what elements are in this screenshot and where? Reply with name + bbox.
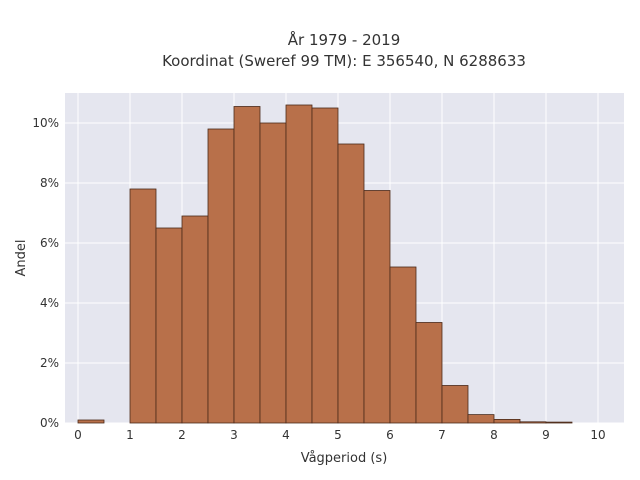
x-tick-label: 8 [490, 428, 498, 442]
x-tick-labels: 0 1 2 3 4 5 6 7 8 9 10 [74, 428, 605, 442]
histogram-bar [363, 190, 391, 424]
y-tick-label: 8% [40, 176, 59, 190]
histogram-bar [259, 122, 287, 424]
chart-title-line-1: År 1979 - 2019 [288, 30, 401, 49]
histogram-bar [545, 421, 573, 424]
histogram-bar [415, 322, 443, 424]
histogram-bar [207, 128, 235, 424]
histogram-bar [389, 266, 417, 424]
y-tick-label: 0% [40, 416, 59, 430]
y-tick-label: 4% [40, 296, 59, 310]
histogram-bar [233, 106, 261, 424]
histogram-bar [493, 418, 521, 424]
bars-group [77, 104, 573, 424]
y-tick-label: 10% [32, 116, 59, 130]
x-tick-label: 7 [438, 428, 446, 442]
histogram-bar [285, 104, 313, 424]
histogram-bar [519, 421, 547, 424]
histogram-bar [129, 188, 157, 424]
histogram-bar [467, 414, 495, 424]
x-axis-label: Vågperiod (s) [301, 451, 388, 466]
x-tick-label: 9 [542, 428, 550, 442]
histogram-bar [441, 385, 469, 424]
y-axis-label: Andel [14, 240, 29, 277]
x-tick-label: 4 [282, 428, 290, 442]
chart-title-line-2: Koordinat (Sweref 99 TM): E 356540, N 62… [162, 52, 526, 70]
x-tick-label: 0 [74, 428, 82, 442]
x-tick-label: 6 [386, 428, 394, 442]
y-tick-label: 2% [40, 356, 59, 370]
y-tick-label: 6% [40, 236, 59, 250]
histogram-bar [311, 107, 339, 424]
x-tick-label: 10 [590, 428, 605, 442]
histogram-bar [155, 227, 183, 424]
histogram-bar [181, 215, 209, 424]
x-tick-label: 2 [178, 428, 186, 442]
histogram-bar [337, 143, 365, 424]
x-tick-label: 1 [126, 428, 134, 442]
y-tick-labels: 0% 2% 4% 6% 8% 10% [32, 116, 59, 430]
x-tick-label: 5 [334, 428, 342, 442]
histogram-bar [77, 419, 105, 424]
x-tick-label: 3 [230, 428, 238, 442]
